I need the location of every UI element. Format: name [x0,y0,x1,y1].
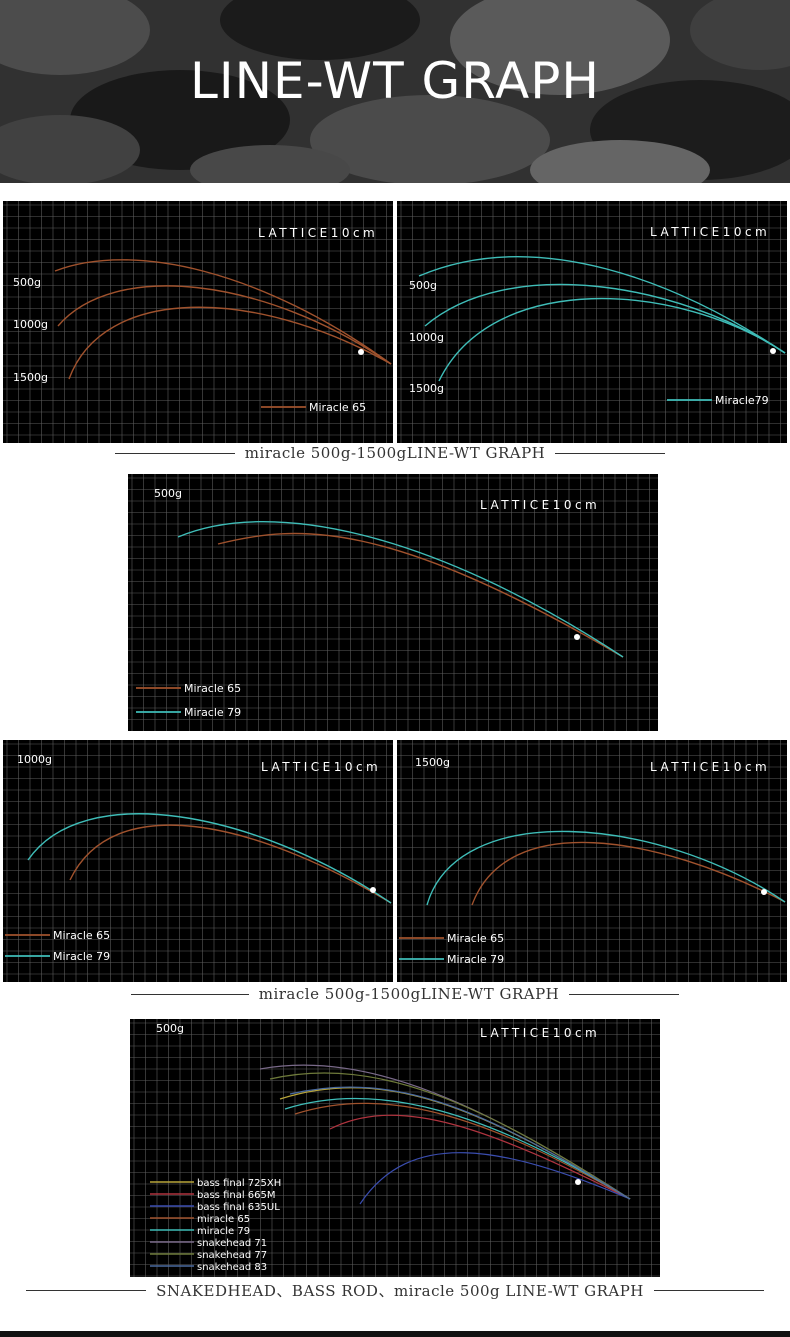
caption-2: miracle 500g-1500gLINE-WT GRAPH [130,983,680,1005]
legend-label: miracle 65 [197,1214,250,1225]
chart-panel-500g-compare: LATTICE10cm 500g Miracle 65 Miracle 79 [128,474,658,731]
series-curve [471,841,786,906]
legend-label: Miracle 65 [447,932,504,945]
series-curve [27,813,392,904]
caption-3: SNAKEDHEAD、BASS ROD、miracle 500g LINE-WT… [20,1279,770,1301]
rod-tip-marker [358,349,364,355]
load-label: 1000g [17,753,52,766]
caption-rule-left [114,452,235,454]
legend-label: snakehead 77 [197,1250,267,1261]
chart-panel-all-rods: LATTICE10cm 500g bass final 725XH bass fina… [130,1019,660,1277]
chart-svg-miracle-65: LATTICE10cm 500g 1000g 1500g Miracle 65 [3,201,393,443]
series-curve [217,532,624,658]
legend-label: snakehead 71 [197,1238,267,1249]
load-label: 500g [13,276,41,289]
chart-panel-miracle-65: LATTICE10cm 500g 1000g 1500g Miracle 65 [3,201,393,443]
series-curve [57,285,392,365]
chart-panel-1500g-compare: LATTICE10cm 1500g Miracle 65 Miracle 79 [397,740,787,982]
rod-tip-marker [761,889,767,895]
header-banner: LINE-WT GRAPH [0,0,790,183]
caption-2-text: miracle 500g-1500gLINE-WT GRAPH [258,985,560,1003]
series-curve [426,830,786,906]
series-curve [424,283,786,354]
series-curve [294,1102,631,1200]
load-label: 500g [409,279,437,292]
legend-label: Miracle 79 [53,950,110,963]
caption-rule-right [569,993,680,995]
series-curve [289,1086,631,1200]
series-curve [54,259,392,365]
legend-label: Miracle 65 [309,401,366,414]
lattice-label: LATTICE10cm [261,760,381,774]
lattice-label: LATTICE10cm [480,1026,600,1040]
series-curve [329,1114,631,1200]
series-curve [177,520,624,658]
chart-svg-1000g-compare: LATTICE10cm 1000g Miracle 65 Miracle 79 [3,740,393,982]
series-curve [418,256,786,354]
caption-1: miracle 500g-1500gLINE-WT GRAPH [110,442,670,464]
camo-background [0,0,790,183]
load-label: 500g [154,487,182,500]
legend-label: Miracle79 [715,394,769,407]
load-label: 1000g [13,318,48,331]
load-label: 1500g [415,756,450,769]
legend-label: bass final 635UL [197,1202,280,1213]
legend-label: bass final 725XH [197,1178,281,1189]
lattice-label: LATTICE10cm [650,225,770,239]
page-title: LINE-WT GRAPH [190,52,600,110]
legend-label: Miracle 79 [184,706,241,719]
rod-tip-marker [575,1179,581,1185]
lattice-label: LATTICE10cm [650,760,770,774]
caption-rule-right [555,452,666,454]
load-label: 1500g [13,371,48,384]
caption-rule-left [130,993,249,995]
load-label: 1000g [409,331,444,344]
series-curve [68,306,392,380]
series-curve [69,824,392,904]
legend-label: Miracle 65 [184,682,241,695]
lattice-label: LATTICE10cm [258,226,378,240]
legend-label: snakehead 83 [197,1262,267,1273]
load-label: 1500g [409,382,444,395]
series-curve [359,1152,631,1205]
caption-rule-left [26,1289,147,1291]
rod-tip-marker [370,887,376,893]
rod-tip-marker [770,348,776,354]
chart-panel-1000g-compare: LATTICE10cm 1000g Miracle 65 Miracle 79 [3,740,393,982]
chart-svg-500g-compare: LATTICE10cm 500g Miracle 65 Miracle 79 [128,474,658,731]
legend-label: Miracle 65 [53,929,110,942]
caption-1-text: miracle 500g-1500gLINE-WT GRAPH [244,444,546,462]
lattice-label: LATTICE10cm [480,498,600,512]
legend-label: miracle 79 [197,1226,250,1237]
caption-3-text: SNAKEDHEAD、BASS ROD、miracle 500g LINE-WT… [156,1281,644,1300]
chart-svg-1500g-compare: LATTICE10cm 1500g Miracle 65 Miracle 79 [397,740,787,982]
series-curve [438,297,786,382]
caption-rule-right [653,1289,764,1291]
legend-label: Miracle 79 [447,953,504,966]
series-curve [259,1064,631,1200]
legend-label: bass final 665M [197,1190,276,1201]
series-curve [269,1072,631,1200]
rod-tip-marker [574,634,580,640]
chart-panel-miracle-79: LATTICE10cm 500g 1000g 1500g Miracle79 [397,201,787,443]
chart-svg-miracle-79: LATTICE10cm 500g 1000g 1500g Miracle79 [397,201,787,443]
load-label: 500g [156,1022,184,1035]
series-curve [284,1097,631,1200]
footer-bar [0,1331,790,1337]
